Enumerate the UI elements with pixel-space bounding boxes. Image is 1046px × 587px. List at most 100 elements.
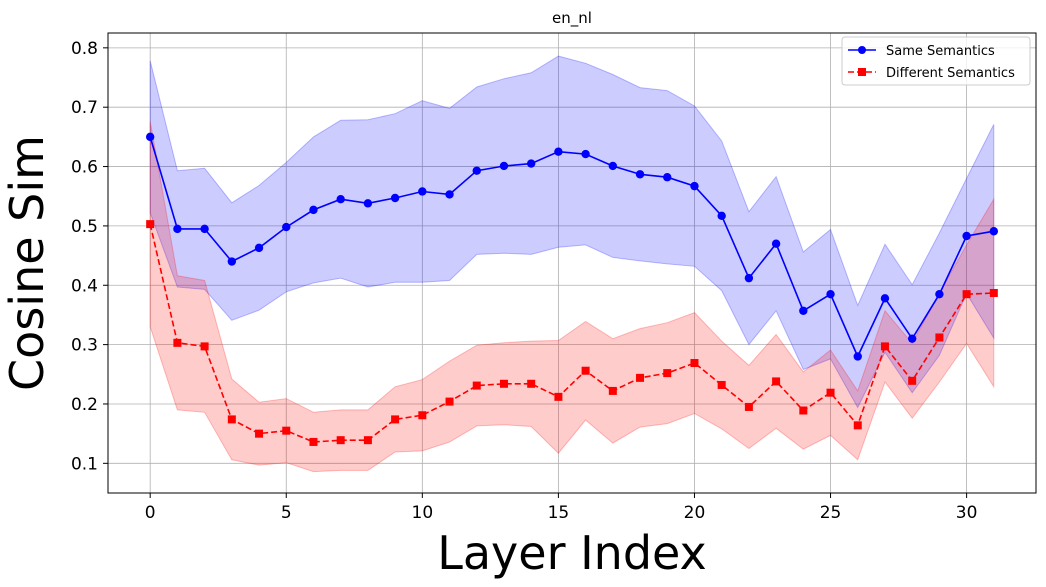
chart-title: en_nl — [552, 9, 592, 28]
plot-frame — [107, 32, 1037, 494]
different-semantics-point — [445, 397, 454, 406]
same-semantics-point — [880, 294, 890, 303]
legend-label: Same Semantics — [886, 44, 995, 59]
different-semantics-point — [772, 377, 781, 386]
different-semantics-point — [309, 437, 318, 446]
same-semantics-point — [799, 306, 808, 315]
y-axis-ticks: 0.1 0.2 0.3 0.4 0.5 0.6 0.7 0.8 — [71, 39, 108, 474]
different-semantics-point — [663, 369, 672, 378]
same-semantics-point — [445, 190, 454, 199]
same-semantics-point — [907, 334, 917, 343]
same-semantics-point — [581, 149, 590, 159]
x-axis-label: Layer Index — [437, 526, 707, 580]
x-tick-label: 10 — [412, 503, 434, 523]
different-semantics-point — [608, 386, 617, 395]
x-tick-label: 0 — [145, 503, 156, 523]
same-semantics-point — [935, 289, 944, 299]
series-markers — [145, 132, 999, 446]
different-semantics-point — [499, 379, 508, 388]
y-tick-label: 0.7 — [71, 98, 98, 118]
different-semantics-point — [962, 290, 971, 299]
confidence-bands — [149, 55, 995, 473]
different-semantics-point — [227, 415, 236, 424]
y-axis-label: Cosine Sim — [0, 135, 54, 391]
same-semantics-point — [717, 211, 726, 221]
same-semantics-point — [309, 205, 318, 215]
y-tick-label: 0.5 — [71, 217, 98, 237]
y-tick-label: 0.8 — [71, 39, 98, 59]
same-semantics-point — [254, 243, 264, 253]
different-semantics-point — [826, 388, 835, 397]
same-semantics-point — [690, 181, 699, 191]
same-semantics-point — [663, 173, 672, 182]
different-semantics-point — [282, 426, 291, 435]
different-semantics-point — [880, 342, 889, 351]
legend: Same Semantics Different Semantics — [841, 36, 1031, 86]
same-semantics-point — [363, 199, 373, 208]
y-tick-label: 0.1 — [71, 454, 98, 474]
same-semantics-point — [336, 194, 345, 204]
same-semantics-band — [149, 55, 995, 409]
different-semantics-point — [363, 436, 372, 445]
same-semantics-point — [744, 273, 754, 283]
same-semantics-point — [173, 224, 182, 234]
same-semantics-point — [989, 227, 999, 236]
different-semantics-point — [472, 381, 481, 390]
different-semantics-band — [149, 121, 995, 473]
x-tick-label: 30 — [956, 503, 978, 523]
same-semantics-point — [771, 239, 781, 248]
different-semantics-line — [149, 223, 994, 443]
different-semantics-point — [744, 402, 753, 411]
x-tick-label: 5 — [281, 503, 292, 523]
different-semantics-point — [173, 338, 182, 347]
same-semantics-line — [149, 136, 994, 359]
x-tick-label: 15 — [548, 503, 570, 523]
same-semantics-point — [145, 132, 155, 142]
series-lines — [149, 136, 994, 443]
different-semantics-point — [690, 359, 699, 368]
different-semantics-point — [989, 288, 998, 297]
legend-marker — [858, 46, 866, 54]
different-semantics-point — [853, 421, 862, 430]
different-semantics-point — [799, 406, 808, 415]
same-semantics-point — [853, 352, 862, 361]
same-semantics-point — [826, 289, 835, 299]
different-semantics-point — [200, 342, 209, 351]
y-tick-label: 0.6 — [71, 158, 98, 178]
same-semantics-point — [635, 170, 645, 179]
different-semantics-point — [554, 392, 563, 401]
different-semantics-point — [581, 366, 590, 375]
different-semantics-point — [527, 379, 536, 388]
different-semantics-point — [935, 333, 944, 342]
same-semantics-point — [282, 222, 291, 232]
y-tick-label: 0.4 — [71, 276, 98, 296]
x-tick-label: 25 — [820, 503, 842, 523]
x-axis-ticks: 0 5 10 15 20 25 30 — [145, 493, 978, 523]
different-semantics-point — [908, 376, 917, 385]
same-semantics-point — [499, 161, 509, 171]
different-semantics-point — [391, 415, 400, 424]
same-semantics-point — [200, 224, 209, 234]
different-semantics-point — [146, 220, 155, 229]
legend-label: Different Semantics — [886, 66, 1015, 81]
y-tick-label: 0.3 — [71, 336, 98, 356]
different-semantics-point — [336, 436, 345, 445]
different-semantics-point — [255, 429, 264, 438]
same-semantics-point — [554, 147, 563, 156]
same-semantics-point — [962, 231, 971, 241]
y-tick-label: 0.2 — [71, 395, 98, 415]
different-semantics-point — [418, 411, 427, 420]
same-semantics-point — [227, 257, 237, 266]
same-semantics-point — [608, 161, 618, 171]
legend-frame — [841, 36, 1031, 86]
same-semantics-point — [526, 159, 536, 168]
same-semantics-point — [390, 193, 400, 203]
same-semantics-point — [418, 187, 427, 196]
legend-marker — [858, 68, 866, 76]
different-semantics-point — [636, 373, 645, 382]
x-tick-label: 20 — [684, 503, 706, 523]
same-semantics-point — [472, 166, 481, 175]
different-semantics-point — [717, 380, 726, 389]
